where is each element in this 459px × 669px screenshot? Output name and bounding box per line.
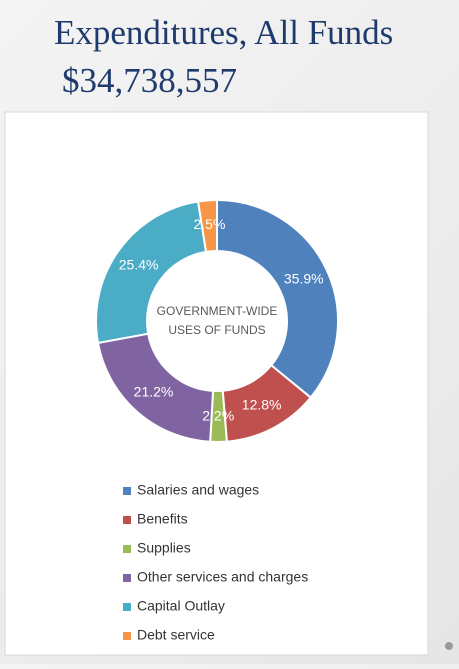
donut-segment — [216, 198, 339, 399]
data-label: 2.2% — [202, 408, 234, 424]
data-label: 12.8% — [242, 397, 282, 413]
slide-subtitle: $34,738,557 — [62, 61, 237, 100]
legend-label: Capital Outlay — [137, 598, 225, 614]
legend-swatch — [123, 545, 131, 553]
legend-label: Benefits — [137, 511, 188, 527]
data-label: 25.4% — [119, 256, 159, 272]
center-label: USES OF FUNDS — [168, 323, 265, 337]
donut-segment — [95, 200, 208, 345]
legend-label: Supplies — [137, 540, 191, 556]
data-label: 21.2% — [134, 384, 174, 400]
donut-segment — [196, 198, 218, 254]
legend-label: Salaries and wages — [137, 482, 259, 498]
data-label: 2.5% — [194, 216, 226, 232]
center-label: GOVERNMENT-WIDE — [157, 304, 278, 318]
slide-title: Expenditures, All Funds — [54, 13, 393, 52]
legend-swatch — [123, 632, 131, 640]
legend-label: Debt service — [137, 627, 215, 643]
data-label: 35.9% — [284, 271, 324, 287]
legend-label: Other services and charges — [137, 569, 308, 585]
legend-swatch — [123, 487, 131, 495]
slide-dot — [445, 642, 453, 650]
legend-swatch — [123, 574, 131, 582]
legend-swatch — [123, 516, 131, 524]
legend-swatch — [123, 603, 131, 611]
